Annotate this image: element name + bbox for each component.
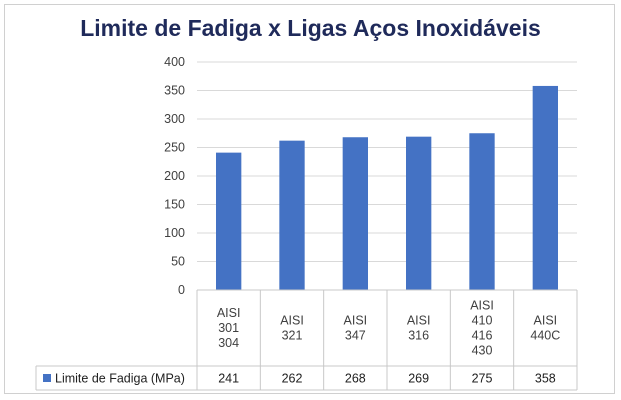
- category-label: AISI: [534, 314, 558, 328]
- data-table-value: 358: [535, 372, 556, 386]
- category-label: 410: [472, 314, 493, 328]
- y-tick-label: 50: [171, 255, 185, 269]
- category-label: AISI: [407, 314, 431, 328]
- legend-swatch: [43, 374, 51, 382]
- y-tick-label: 350: [164, 84, 185, 98]
- data-table-value: 275: [472, 372, 493, 386]
- y-tick-label: 400: [164, 55, 185, 69]
- data-table-value: 268: [345, 372, 366, 386]
- gridlines: [197, 61, 577, 262]
- category-label: AISI: [344, 314, 368, 328]
- y-tick-label: 200: [164, 169, 185, 183]
- category-label: 316: [408, 329, 429, 343]
- category-label: 347: [345, 329, 366, 343]
- category-label: AISI: [217, 306, 241, 320]
- y-tick-label: 250: [164, 141, 185, 155]
- legend-label: Limite de Fadiga (MPa): [55, 372, 185, 386]
- data-table-value: 269: [408, 372, 429, 386]
- category-label: 301: [218, 321, 239, 335]
- bar: [532, 85, 558, 290]
- category-label: AISI: [280, 314, 304, 328]
- data-table: AISI301304AISI321AISI347AISI316AISI41041…: [35, 289, 578, 391]
- y-tick-label: 100: [164, 226, 185, 240]
- bars: [216, 85, 558, 290]
- category-label: 321: [282, 329, 303, 343]
- data-table-value: 262: [282, 372, 303, 386]
- bar: [279, 140, 305, 290]
- chart-title: Limite de Fadiga x Ligas Aços Inoxidávei…: [80, 15, 541, 41]
- y-tick-label: 300: [164, 112, 185, 126]
- y-tick-label: 0: [178, 283, 185, 297]
- category-label: AISI: [470, 299, 494, 313]
- category-label: 304: [218, 336, 239, 350]
- bar: [406, 136, 432, 290]
- category-label: 430: [472, 344, 493, 358]
- data-table-value: 241: [218, 372, 239, 386]
- y-tick-label: 150: [164, 198, 185, 212]
- bar: [342, 137, 368, 290]
- bar: [216, 152, 242, 290]
- y-axis: 0 50 100 150 200 250 300 350 400: [164, 55, 185, 297]
- category-label: 440C: [530, 329, 560, 343]
- category-label: 416: [472, 329, 493, 343]
- bar: [469, 133, 495, 290]
